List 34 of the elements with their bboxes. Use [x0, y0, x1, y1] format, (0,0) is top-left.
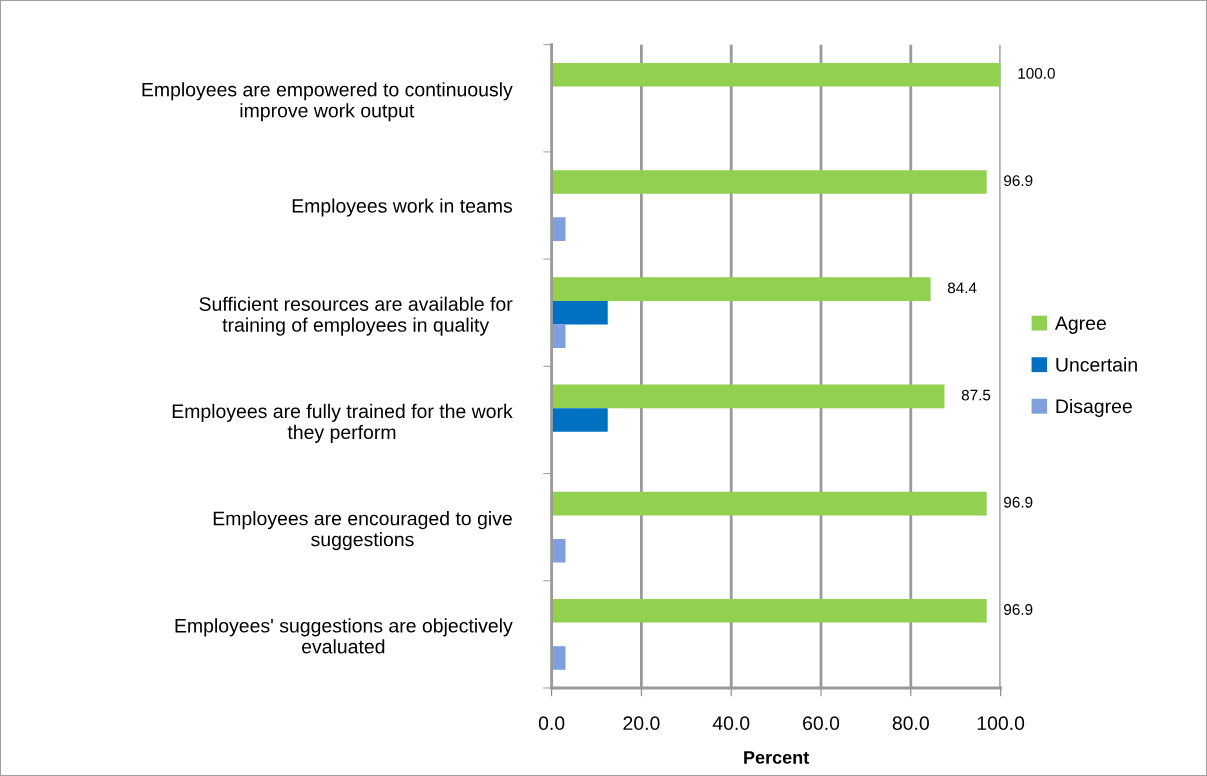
data-label: 84.4	[947, 282, 977, 294]
x-tick-label: 0.0	[538, 716, 565, 731]
legend-label: Disagree	[1056, 398, 1132, 418]
bar	[551, 384, 945, 409]
bar	[551, 646, 566, 670]
y-tick-label: Sufficient resources are available for training of employees in quality	[199, 296, 513, 336]
legend-label: Agree	[1054, 316, 1106, 334]
bar	[551, 408, 608, 432]
data-label: 96.9	[1004, 175, 1033, 187]
bar	[551, 324, 566, 349]
x-tick-label: 60.0	[803, 716, 840, 731]
data-label: 87.5	[961, 389, 991, 401]
data-label: 100.0	[1018, 68, 1055, 79]
bar	[551, 217, 566, 241]
bar	[551, 599, 987, 623]
x-tick-label: 80.0	[892, 716, 929, 731]
x-axis-title: Percent	[744, 751, 809, 764]
bar	[551, 170, 987, 194]
y-tick-label: Employees are encouraged to give suggestions	[213, 511, 512, 551]
bar	[551, 538, 566, 563]
y-tick-label: Employees' suggestions are objectively evaluated	[175, 618, 513, 654]
x-tick-label: 40.0	[712, 716, 750, 731]
bar	[551, 300, 608, 325]
bar	[551, 491, 987, 516]
bar	[551, 277, 931, 301]
data-label: 96.9	[1004, 604, 1033, 615]
legend-label: Uncertain	[1056, 357, 1137, 372]
x-tick-label: 100.0	[977, 716, 1025, 731]
data-label: 96.9	[1004, 496, 1033, 508]
y-tick-label: Employees are empowered to continuously improve work output	[142, 82, 513, 122]
y-tick-label: Employees work in teams	[292, 198, 513, 217]
x-tick-label: 20.0	[623, 716, 660, 731]
bar	[551, 62, 1001, 87]
y-tick-label: Employees are fully trained for the work they perform	[172, 403, 513, 443]
